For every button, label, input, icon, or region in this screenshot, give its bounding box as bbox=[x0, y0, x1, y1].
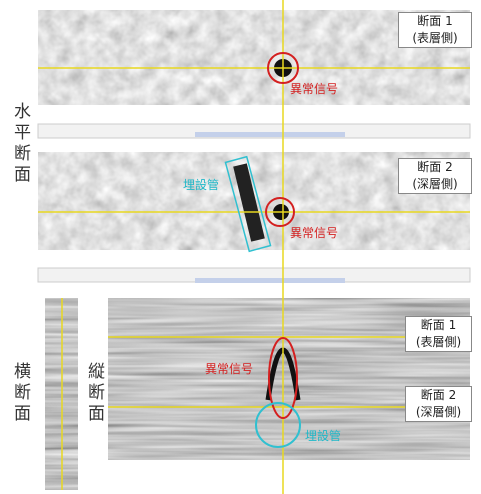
section-label: 水平断面 bbox=[8, 102, 33, 186]
tag-box: 断面 2(深層側) bbox=[405, 386, 472, 422]
pipe-label: 埋設管 bbox=[183, 176, 219, 193]
ruler-bar bbox=[195, 132, 345, 137]
tag-box: 断面 1(表層側) bbox=[398, 12, 472, 48]
tag-text: 断面 2 bbox=[399, 159, 471, 176]
tag-text: (深層側) bbox=[399, 176, 471, 193]
tag-text: 断面 1 bbox=[399, 13, 471, 30]
section-label: 縦断面 bbox=[82, 362, 107, 425]
tag-text: (表層側) bbox=[406, 334, 471, 351]
anomaly-label: 異常信号 bbox=[290, 80, 338, 97]
anomaly-label: 異常信号 bbox=[290, 224, 338, 241]
tag-text: 断面 2 bbox=[406, 387, 471, 404]
tag-box: 断面 1(表層側) bbox=[405, 316, 472, 352]
figure: 水平断面 横断面 縦断面 断面 1(表層側) 断面 2(深層側) 断面 1(表層… bbox=[0, 0, 481, 494]
anomaly-label: 異常信号 bbox=[205, 360, 253, 377]
tag-box: 断面 2(深層側) bbox=[398, 158, 472, 194]
ruler-bar bbox=[195, 278, 345, 283]
tag-text: (深層側) bbox=[406, 404, 471, 421]
pipe-label: 埋設管 bbox=[305, 427, 341, 444]
section-label: 横断面 bbox=[8, 362, 33, 425]
tag-text: (表層側) bbox=[399, 30, 471, 47]
tag-text: 断面 1 bbox=[406, 317, 471, 334]
